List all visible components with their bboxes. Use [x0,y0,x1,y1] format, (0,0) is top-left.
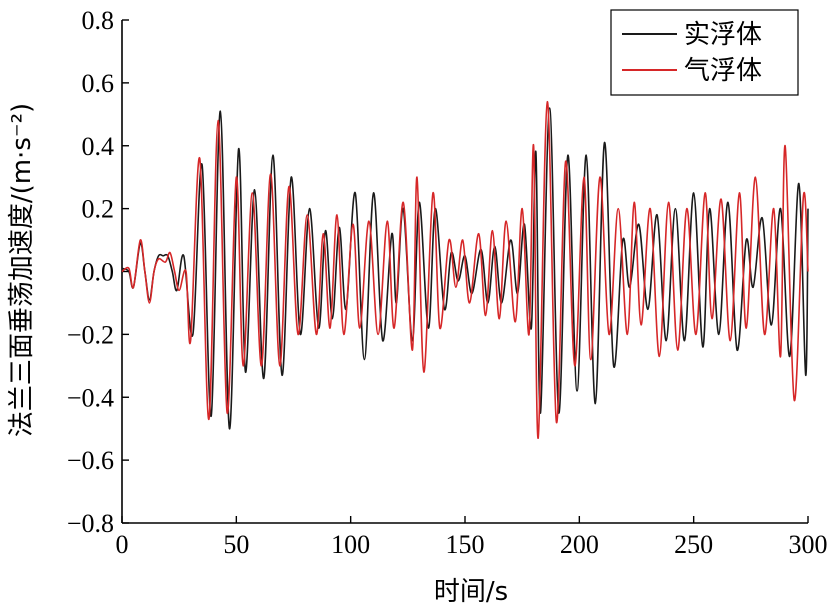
x-tick-label: 150 [446,530,485,559]
y-ticks: −0.8 −0.6 −0.4 −0.2 0.0 0.2 0.4 0.6 0.8 [67,6,129,538]
x-tick-label: 250 [674,530,713,559]
x-tick-label: 50 [223,530,249,559]
series-line-2 [121,100,809,439]
x-tick-label: 100 [331,530,370,559]
y-tick-label: 0.4 [82,132,115,161]
x-ticks: 0 50 100 150 200 250 300 [116,516,828,559]
y-tick-label: −0.2 [67,320,114,349]
y-tick-label: 0.8 [82,6,115,35]
x-tick-label: 0 [116,530,129,559]
legend-label-series-1: 实浮体 [684,20,762,50]
series-layer [121,100,809,439]
y-axis-title: 法兰三面垂荡加速度/(m·s⁻²) [7,103,37,437]
x-axis-title: 时间/s [434,577,508,607]
y-tick-label: 0.6 [82,69,115,98]
x-tick-label: 300 [789,530,828,559]
legend: 实浮体 气浮体 [610,9,799,96]
legend-label-series-2: 气浮体 [684,56,762,86]
y-tick-label: 0.0 [82,258,115,287]
y-tick-label: −0.8 [67,509,114,538]
y-tick-label: 0.2 [82,195,115,224]
plot-area: 0 50 100 150 200 250 300 −0.8 −0.6 −0.4 −0.2 0.0 0.… [67,6,828,559]
y-tick-label: −0.4 [67,383,114,412]
x-tick-label: 200 [560,530,599,559]
y-tick-label: −0.6 [67,446,114,475]
legend-box [610,9,799,96]
